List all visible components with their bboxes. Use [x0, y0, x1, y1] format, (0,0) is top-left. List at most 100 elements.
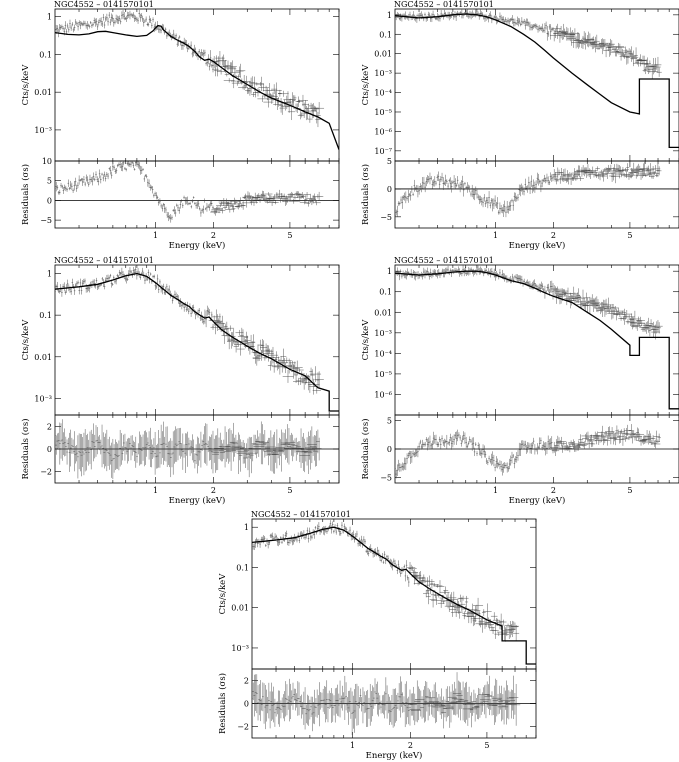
residual-tick-label: 0 — [47, 445, 52, 454]
y-tick-label: 0.1 — [39, 311, 52, 320]
x-tick-label: 1 — [350, 741, 355, 750]
model-line — [55, 24, 339, 150]
y-tick-label: 10⁻³ — [374, 329, 392, 338]
x-axis-label: Energy (keV) — [169, 240, 226, 251]
spectrum-data — [395, 265, 663, 340]
x-tick-label: 5 — [627, 486, 632, 495]
y-tick-label: 10⁻⁶ — [374, 127, 392, 136]
y-tick-label: 10⁻⁴ — [374, 89, 392, 98]
model-line — [395, 270, 679, 410]
y-tick-label: 1 — [47, 270, 52, 279]
spectrum-frame — [394, 8, 679, 162]
spectrum-model — [395, 13, 679, 149]
residual-tick-label: −5 — [40, 216, 52, 225]
y-tick-label: 0.01 — [34, 353, 52, 362]
panel-title: NGC4552 – 0141570101 — [54, 0, 154, 9]
y-tick-label: 1 — [47, 13, 52, 22]
y-tick-label: 0.1 — [39, 50, 52, 59]
residual-tick-label: 0 — [244, 700, 249, 709]
x-tick-label: 1 — [493, 486, 498, 495]
y-tick-label: 10⁻³ — [34, 126, 52, 135]
x-tick-label: 2 — [211, 486, 216, 495]
x-tick-label: 5 — [627, 231, 632, 240]
residual-axis-label: Residuals (σs) — [217, 673, 228, 734]
y-axis-label: Cts/s/keV — [361, 319, 371, 361]
x-axis-label: Energy (keV) — [509, 495, 566, 506]
residual-axis-label: Residuals (σs) — [360, 164, 371, 225]
residual-tick-label: 0 — [387, 185, 392, 194]
x-axis-label: Energy (keV) — [169, 495, 226, 506]
residual-data — [395, 161, 662, 221]
model-line — [395, 13, 679, 149]
spectrum-data — [252, 520, 520, 642]
residual-tick-label: 2 — [244, 677, 249, 686]
y-tick-label: 1 — [387, 11, 392, 20]
x-tick-label: 2 — [551, 486, 556, 495]
residual-tick-label: −2 — [40, 468, 52, 477]
panel-2: NGC4552 – 0141570101 Cts/s/keV Residuals (… — [360, 0, 679, 251]
panel-title: NGC4552 – 0141570101 — [54, 256, 154, 265]
y-tick-label: 10⁻³ — [34, 394, 52, 403]
y-tick-label: 1 — [244, 523, 249, 532]
residual-data — [55, 416, 323, 480]
x-tick-label: 2 — [551, 231, 556, 240]
x-tick-label: 5 — [287, 486, 292, 495]
residual-tick-label: 5 — [47, 177, 52, 186]
model-line — [55, 272, 339, 412]
y-tick-label: 10⁻⁷ — [374, 147, 392, 156]
residual-tick-label: −2 — [237, 723, 249, 732]
y-tick-label: 0.1 — [379, 30, 392, 39]
residual-tick-label: −5 — [380, 213, 392, 222]
x-tick-label: 2 — [211, 231, 216, 240]
spectrum-model — [395, 270, 679, 410]
y-tick-label: 10⁻⁵ — [374, 108, 392, 117]
panel-4: NGC4552 – 0141570101 Cts/s/keV Residuals (… — [360, 256, 679, 506]
spectrum-model — [252, 526, 536, 665]
residual-frame — [54, 160, 340, 229]
residual-axis-label: Residuals (σs) — [360, 418, 371, 479]
residual-axis-label: Residuals (σs) — [20, 418, 31, 479]
y-tick-label: 10⁻⁴ — [374, 349, 392, 358]
spectrum-model — [55, 272, 339, 412]
residual-tick-label: 0 — [47, 196, 52, 205]
y-axis-label: Cts/s/keV — [21, 319, 31, 361]
x-axis-label: Energy (keV) — [366, 750, 423, 761]
residual-tick-label: 0 — [387, 445, 392, 454]
residual-tick-label: −5 — [380, 473, 392, 482]
residual-data — [252, 672, 521, 736]
y-axis-label: Cts/s/keV — [218, 573, 228, 615]
residual-tick-label: 5 — [387, 157, 392, 166]
x-tick-label: 2 — [408, 741, 413, 750]
x-tick-label: 1 — [153, 231, 158, 240]
panel-title: NGC4552 – 0141570101 — [394, 0, 494, 9]
x-tick-label: 1 — [493, 231, 498, 240]
y-tick-label: 0.1 — [379, 288, 392, 297]
y-tick-label: 10⁻⁶ — [374, 390, 392, 399]
residual-tick-label: 5 — [387, 417, 392, 426]
y-tick-label: 0.1 — [236, 563, 249, 572]
spectrum-data — [55, 9, 325, 128]
y-tick-label: 10⁻³ — [231, 644, 249, 653]
y-tick-label: 0.01 — [34, 88, 52, 97]
y-tick-label: 1 — [387, 267, 392, 276]
panel-title: NGC4552 – 0141570101 — [394, 256, 494, 265]
y-tick-label: 0.01 — [374, 308, 392, 317]
y-tick-label: 0.01 — [374, 50, 392, 59]
x-tick-label: 5 — [287, 231, 292, 240]
residual-axis-label: Residuals (σs) — [20, 164, 31, 225]
panel-5: NGC4552 – 0141570101 Cts/s/keV Residuals (… — [217, 510, 537, 761]
panel-title: NGC4552 – 0141570101 — [251, 510, 351, 519]
panel-3: NGC4552 – 0141570101 Cts/s/keV Residuals (… — [20, 256, 340, 506]
y-axis-label: Cts/s/keV — [21, 64, 31, 106]
x-tick-label: 5 — [484, 741, 489, 750]
spectrum-data — [395, 9, 662, 79]
y-tick-label: 0.01 — [231, 604, 249, 613]
residual-data — [395, 424, 661, 479]
x-axis-label: Energy (keV) — [509, 240, 566, 251]
residual-tick-label: 10 — [42, 157, 52, 166]
residual-frame — [394, 160, 679, 229]
x-tick-label: 1 — [153, 486, 158, 495]
y-tick-label: 10⁻³ — [374, 69, 392, 78]
residual-tick-label: 2 — [47, 422, 52, 431]
